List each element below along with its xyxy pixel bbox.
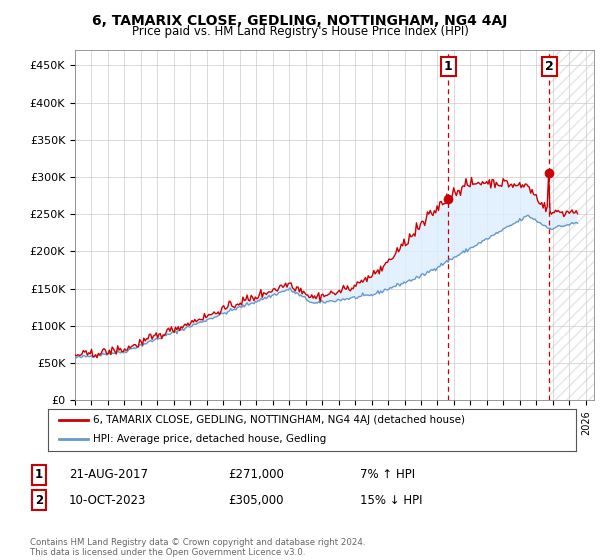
Text: 1: 1 [35, 468, 43, 482]
Text: 15% ↓ HPI: 15% ↓ HPI [360, 493, 422, 507]
Text: 2: 2 [35, 493, 43, 507]
Text: 10-OCT-2023: 10-OCT-2023 [69, 493, 146, 507]
Text: 6, TAMARIX CLOSE, GEDLING, NOTTINGHAM, NG4 4AJ (detached house): 6, TAMARIX CLOSE, GEDLING, NOTTINGHAM, N… [93, 415, 465, 425]
Text: Contains HM Land Registry data © Crown copyright and database right 2024.
This d: Contains HM Land Registry data © Crown c… [30, 538, 365, 557]
Text: 7% ↑ HPI: 7% ↑ HPI [360, 468, 415, 482]
Text: £271,000: £271,000 [228, 468, 284, 482]
Text: Price paid vs. HM Land Registry's House Price Index (HPI): Price paid vs. HM Land Registry's House … [131, 25, 469, 38]
Text: £305,000: £305,000 [228, 493, 284, 507]
Text: 6, TAMARIX CLOSE, GEDLING, NOTTINGHAM, NG4 4AJ: 6, TAMARIX CLOSE, GEDLING, NOTTINGHAM, N… [92, 14, 508, 28]
Text: 21-AUG-2017: 21-AUG-2017 [69, 468, 148, 482]
Text: 2: 2 [545, 60, 554, 73]
Text: 1: 1 [443, 60, 452, 73]
Text: HPI: Average price, detached house, Gedling: HPI: Average price, detached house, Gedl… [93, 435, 326, 445]
